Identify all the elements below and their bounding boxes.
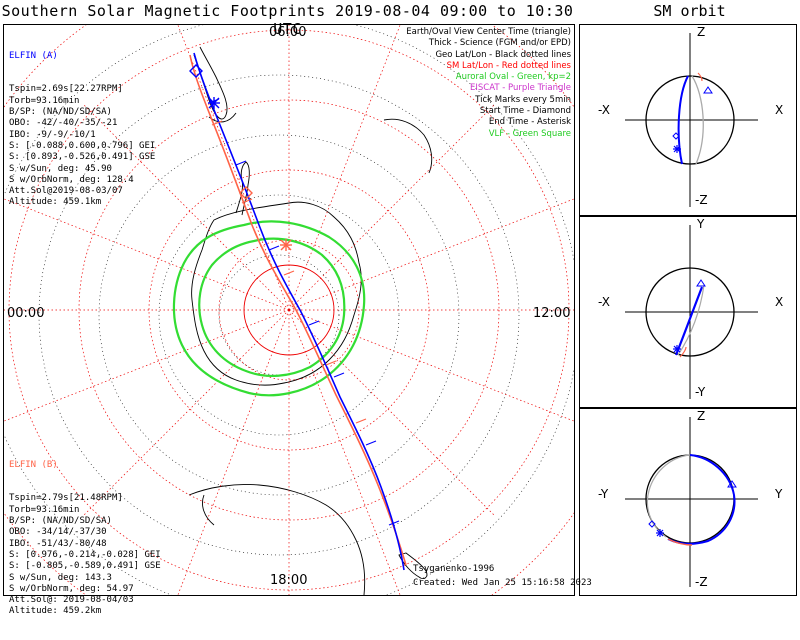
legend-item: End Time - Asterisk <box>488 117 571 128</box>
australia-coastline <box>188 484 366 595</box>
elfin-a-end-asterisk <box>208 97 220 109</box>
orbit-xz-top: Z <box>697 25 706 39</box>
polar-footprint-plot: 06:00 00:00 12:00 18:00 Earth/Oval View … <box>3 24 592 616</box>
elfin-a-info-line: S: [0.893,-0.526,0.491] GSE <box>9 152 156 163</box>
created-label: Created: Wed Jan 25 15:16:58 2023 <box>413 578 592 588</box>
orbit-panel-xy: Y -Y -X X <box>579 216 797 408</box>
time-label-right: 12:00 <box>533 306 571 321</box>
orbit-yz-right: Y <box>775 487 783 501</box>
orbit-panel-xz: Z -Z -X X <box>579 24 797 216</box>
orbit-xy-top: Y <box>697 217 705 231</box>
sm-grid-radials <box>4 25 574 595</box>
elfin-b-info: ELFIN (B) Tspin=2.79s[21.48RPM] Torb=93.1… <box>9 437 161 640</box>
elfin-b-info-line: Altitude: 459.2km <box>9 606 102 617</box>
elfin-a-info-line: B/SP: (NA/ND/SD/SA) <box>9 107 112 118</box>
elfin-a-info-line: S w/OrbNorm, deg: 128.4 <box>9 174 134 185</box>
auroral-oval-outer <box>172 220 366 397</box>
orbit-yz-bottom: -Z <box>695 575 708 589</box>
elfin-a-info-line: Torb=93.16min <box>9 95 80 106</box>
elfin-a-info-line: Tspin=2.69s[22.27RPM] <box>9 84 123 95</box>
legend-item: Geo Lat/Lon - Black dotted lines <box>435 49 571 60</box>
elfin-a-info-line: Altitude: 459.1km <box>9 197 102 208</box>
auroral-ovals <box>172 220 366 397</box>
elfin-a-info: ELFIN (A) Tspin=2.69s[22.27RPM] Torb=93.1… <box>9 28 155 231</box>
geo-grid <box>4 25 574 595</box>
elfin-a-info-line: IBO: -9/-9/-10/1 <box>9 129 96 140</box>
legend-item: Tick Marks every 5min <box>475 94 571 105</box>
model-label: Tsyganenko-1996 <box>413 564 495 574</box>
legend-item: Auroral Oval - Green, kp=2 <box>455 72 571 83</box>
time-label-bottom: 18:00 <box>270 573 308 588</box>
elfin-b-info-line: Att.Sol@: 2019-08-04/03 <box>9 595 134 606</box>
elfin-a-name: ELFIN (A) <box>9 50 58 61</box>
legend-item: Start Time - Diamond <box>479 106 571 117</box>
elfin-b-info-line: S w/Sun, deg: 143.3 <box>9 572 112 583</box>
elfin-b-info-line: Torb=93.16min <box>9 504 80 515</box>
elfin-b-end-asterisk <box>280 239 292 251</box>
plot-legend: Earth/Oval View Center Time (triangle) Th… <box>406 27 571 140</box>
legend-item: SM Lat/Lon - Red dotted lines <box>446 60 571 71</box>
elfin-a-info-line: Att.Sol@2019-08-03/07 <box>9 186 123 197</box>
elfin-b-name: ELFIN (B) <box>9 459 58 470</box>
elfin-b-info-line: IBO: -51/43/-80/48 <box>9 538 107 549</box>
orbit-yz-left: -Y <box>598 487 609 501</box>
legend-item: VLF - Green Square <box>488 128 571 139</box>
elfin-a-info-line: OBO: -42/-40/-35/-21 <box>9 118 118 129</box>
legend-item: EISCAT - Purple Triangle <box>470 83 571 94</box>
legend-item: Thick - Science (FGM and/or EPD) <box>428 38 571 49</box>
orbit-panel-yz: Z -Z -Y Y <box>579 408 797 596</box>
antarctica-coastline <box>191 201 362 386</box>
orbit-xy-svg <box>625 225 758 399</box>
polar-plot-svg <box>4 25 574 595</box>
elfin-b-footprint-track <box>189 54 407 566</box>
elfin-a-info-line: S w/Sun, deg: 45.90 <box>9 163 112 174</box>
time-label-left: 00:00 <box>7 306 45 321</box>
time-label-top: 06:00 <box>269 25 307 40</box>
sm-inner-circle <box>243 264 335 356</box>
elfin-b-info-line: Tspin=2.79s[21.48RPM] <box>9 493 123 504</box>
orbit-yz-top: Z <box>697 409 706 423</box>
elfin-a-start-diamond <box>189 64 203 78</box>
orbit-xz-right: X <box>775 103 784 117</box>
orbit-xz-svg <box>625 33 758 207</box>
legend-item: Earth/Oval View Center Time (triangle) <box>406 27 571 37</box>
elfin-a-footprint-track <box>193 52 405 571</box>
elfin-b-info-line: OBO: -34/14/-37/30 <box>9 527 107 538</box>
orbit-xy-bottom: -Y <box>695 385 706 399</box>
africa-coastline <box>383 118 433 174</box>
elfin-b-start-diamond <box>239 186 253 200</box>
elfin-b-tick-marks <box>211 120 367 424</box>
orbit-title: SM orbit <box>653 2 726 20</box>
orbit-xy-left: -X <box>598 295 610 309</box>
elfin-b-info-line: S: [0.976,-0.214,-0.028] GEI <box>9 549 161 560</box>
elfin-b-info-line: S: [-0.805,-0.589,0.491] GSE <box>9 561 161 572</box>
orbit-xy-right: X <box>775 295 784 309</box>
orbit-xz-bottom: -Z <box>695 193 708 207</box>
auroral-oval-inner <box>198 237 346 378</box>
orbit-yz-svg <box>625 417 758 587</box>
elfin-a-info-line: S: [-0.088,0.600,0.796] GEI <box>9 140 156 151</box>
elfin-b-info-line: B/SP: (NA/ND/SD/SA) <box>9 516 112 527</box>
elfin-b-info-line: S w/OrbNorm, deg: 54.97 <box>9 583 134 594</box>
orbit-xz-left: -X <box>598 103 610 117</box>
